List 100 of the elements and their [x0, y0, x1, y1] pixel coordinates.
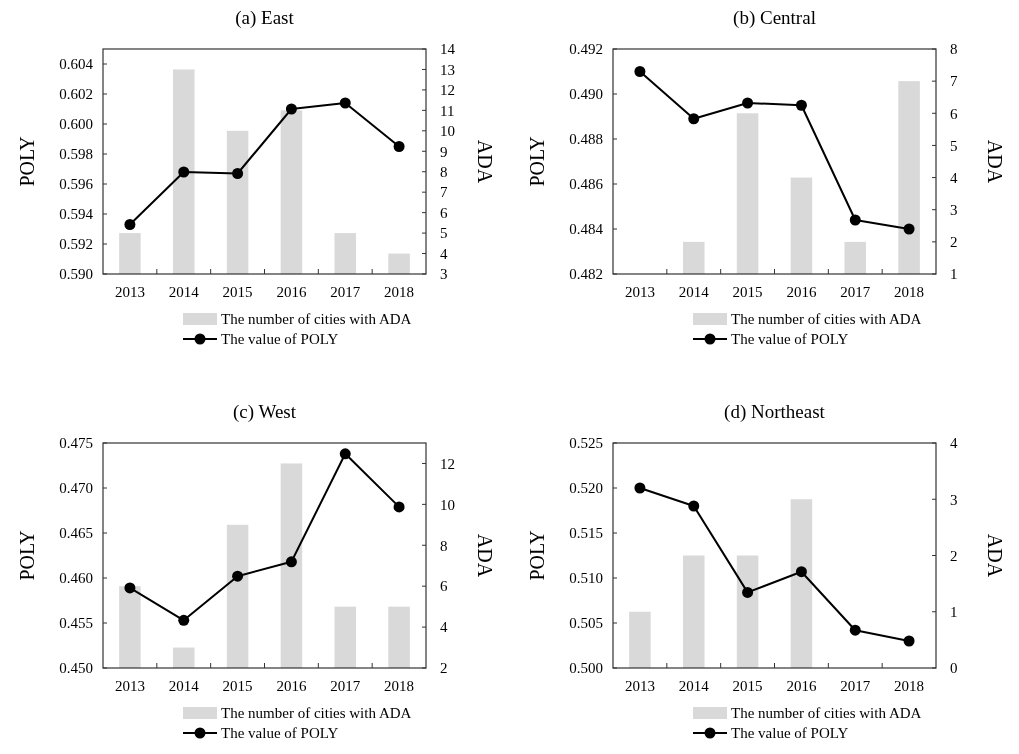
x-tick-label: 2016: [276, 678, 307, 694]
x-tick-label: 2013: [624, 284, 655, 300]
x-tick-label: 2017: [840, 678, 871, 694]
x-tick-label: 2013: [114, 284, 145, 300]
y-tick-label: 0.460: [59, 570, 93, 587]
bar: [629, 611, 651, 668]
y2-tick-label: 10: [440, 123, 455, 140]
point: [688, 500, 700, 512]
x-tick-label: 2016: [276, 284, 307, 300]
y-tick-label: 0.484: [569, 221, 604, 238]
point: [178, 166, 190, 178]
point: [903, 635, 915, 647]
y2-tick-label: 3: [440, 266, 448, 283]
y-tick-label: 0.525: [569, 435, 603, 452]
x-tick-label: 2014: [678, 284, 710, 300]
x-tick-label: 2015: [222, 284, 253, 300]
x-tick-label: 2015: [732, 678, 763, 694]
y-tick-label: 0.515: [569, 525, 603, 542]
point: [393, 501, 405, 513]
y2-tick-label: 1: [950, 604, 958, 620]
x-tick-label: 2017: [330, 284, 361, 300]
y-tick-label: 0.590: [59, 266, 93, 283]
bar: [790, 499, 813, 668]
x-tick-label: 2014: [168, 678, 200, 694]
point: [795, 566, 807, 578]
y2-tick-label: 8: [440, 537, 448, 554]
y2-axis-title: ADA: [984, 533, 1006, 578]
x-tick-label: 2014: [168, 284, 200, 300]
x-tick-label: 2016: [786, 678, 817, 694]
point: [903, 223, 915, 235]
y2-tick-label: 3: [950, 491, 958, 508]
y2-tick-label: 8: [440, 163, 448, 180]
y2-tick-label: 4: [440, 245, 448, 262]
point: [339, 97, 351, 109]
y-tick-label: 0.465: [59, 525, 93, 542]
legend-label: The value of POLY: [221, 725, 339, 742]
x-tick-label: 2018: [384, 284, 415, 300]
y2-tick-label: 4: [950, 435, 958, 452]
point: [393, 141, 405, 152]
chart-title: (d) Northeast: [724, 401, 826, 423]
y-tick-label: 0.594: [59, 206, 94, 223]
x-tick-label: 2014: [678, 678, 710, 694]
legend-label: The value of POLY: [221, 331, 339, 348]
y2-tick-label: 3: [950, 201, 958, 218]
point: [285, 556, 297, 568]
x-tick-label: 2015: [732, 284, 763, 300]
y-tick-label: 0.602: [59, 86, 93, 103]
y-tick-label: 0.600: [59, 116, 93, 133]
y2-tick-label: 14: [440, 41, 456, 58]
bar: [736, 555, 759, 668]
y2-tick-label: 7: [950, 73, 958, 90]
point: [634, 482, 646, 494]
point: [742, 586, 754, 598]
y2-tick-label: 10: [440, 496, 455, 513]
bar: [682, 555, 705, 668]
x-tick-label: 2018: [384, 678, 415, 694]
x-tick-label: 2017: [330, 678, 361, 694]
y2-tick-label: 6: [950, 105, 958, 122]
y2-tick-label: 5: [950, 137, 958, 154]
x-tick-label: 2017: [840, 284, 871, 300]
legend-label: The number of cities with ADA: [731, 311, 922, 328]
y2-tick-label: 2: [440, 660, 448, 677]
y-tick-label: 0.596: [59, 176, 94, 193]
y-tick-label: 0.598: [59, 146, 93, 163]
y2-axis-title: ADA: [474, 139, 496, 184]
y2-tick-label: 6: [440, 578, 448, 595]
legend-label: The number of cities with ADA: [731, 705, 922, 722]
y2-tick-label: 1: [950, 266, 958, 283]
point: [124, 582, 136, 594]
y2-tick-label: 6: [440, 204, 448, 221]
y2-axis-title: ADA: [984, 139, 1006, 184]
chart-title: (a) East: [235, 7, 295, 29]
y-tick-label: 0.488: [569, 131, 603, 148]
x-tick-label: 2016: [786, 284, 817, 300]
legend-label: The number of cities with ADA: [221, 311, 412, 328]
point: [742, 97, 754, 109]
y2-tick-label: 4: [440, 619, 448, 636]
y2-tick-label: 4: [950, 169, 958, 186]
y-tick-label: 0.470: [59, 480, 93, 497]
legend-label: The value of POLY: [731, 331, 849, 348]
y2-axis-title: ADA: [474, 533, 496, 578]
y2-tick-label: 9: [440, 143, 448, 160]
point: [688, 113, 700, 125]
point: [849, 214, 861, 226]
y2-tick-label: 2: [950, 547, 958, 564]
point: [849, 624, 861, 636]
x-tick-label: 2015: [222, 678, 253, 694]
x-tick-label: 2013: [114, 678, 145, 694]
point: [124, 219, 136, 230]
point: [178, 614, 190, 626]
y-tick-label: 0.505: [569, 615, 603, 632]
y2-tick-label: 13: [440, 61, 455, 78]
y-tick-label: 0.520: [569, 480, 603, 497]
point: [285, 103, 297, 115]
y-tick-label: 0.604: [59, 56, 94, 73]
y2-tick-label: 8: [950, 41, 958, 58]
y-tick-label: 0.490: [569, 86, 603, 103]
y-tick-label: 0.510: [569, 570, 603, 587]
y-tick-label: 0.450: [59, 660, 93, 677]
y-tick-label: 0.500: [569, 660, 603, 677]
